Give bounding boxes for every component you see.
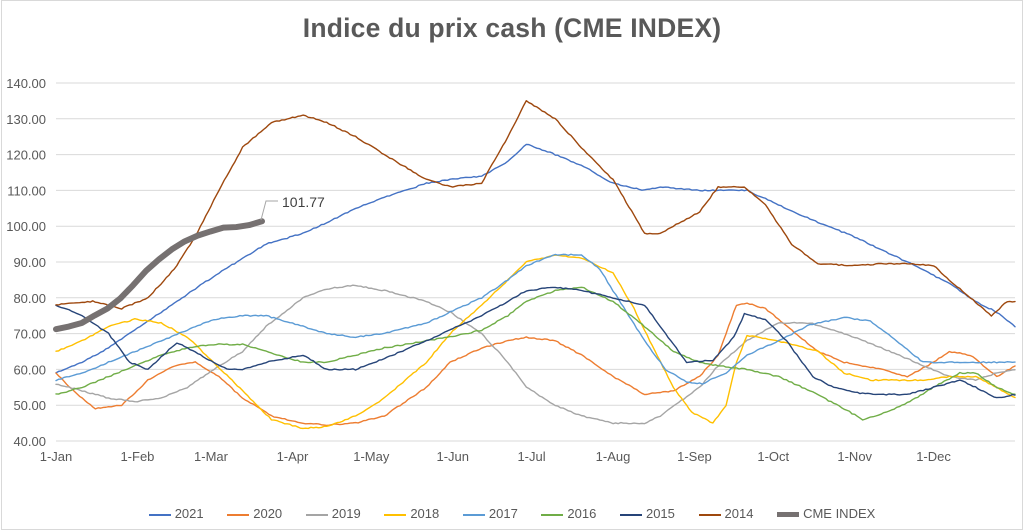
svg-text:40.00: 40.00 — [13, 434, 46, 449]
svg-text:1-May: 1-May — [353, 449, 390, 464]
svg-text:60.00: 60.00 — [13, 362, 46, 377]
svg-text:1-Feb: 1-Feb — [120, 449, 154, 464]
svg-text:120.00: 120.00 — [6, 148, 46, 163]
svg-text:140.00: 140.00 — [6, 76, 46, 91]
svg-text:90.00: 90.00 — [13, 255, 46, 270]
svg-text:80.00: 80.00 — [13, 291, 46, 306]
svg-text:1-Dec: 1-Dec — [916, 449, 951, 464]
svg-text:110.00: 110.00 — [7, 183, 46, 198]
svg-text:1-Oct: 1-Oct — [757, 449, 789, 464]
svg-text:1-Jun: 1-Jun — [436, 449, 469, 464]
svg-text:1-Jan: 1-Jan — [40, 449, 73, 464]
svg-text:100.00: 100.00 — [6, 219, 46, 234]
svg-text:50.00: 50.00 — [13, 398, 46, 413]
svg-text:1-Apr: 1-Apr — [277, 449, 309, 464]
svg-text:130.00: 130.00 — [6, 112, 46, 127]
svg-text:1-Sep: 1-Sep — [677, 449, 712, 464]
svg-text:1-Jul: 1-Jul — [517, 449, 545, 464]
svg-text:1-Nov: 1-Nov — [837, 449, 872, 464]
svg-text:1-Aug: 1-Aug — [596, 449, 631, 464]
svg-text:70.00: 70.00 — [13, 327, 46, 342]
svg-text:1-Mar: 1-Mar — [194, 449, 229, 464]
